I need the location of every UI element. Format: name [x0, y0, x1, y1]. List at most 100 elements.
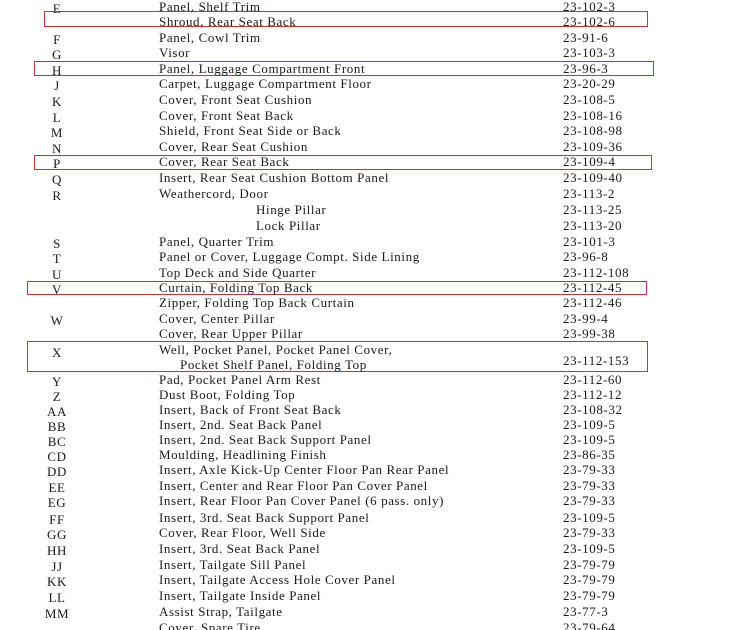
row-description: Insert, Back of Front Seat Back [159, 403, 342, 417]
row-key: JJ [37, 560, 77, 574]
row-description: Insert, 2nd. Seat Back Support Panel [159, 433, 372, 447]
part-number: 23-109-5 [563, 511, 615, 525]
row-key: Z [37, 390, 77, 404]
row-key: GG [37, 528, 77, 542]
row-key: N [37, 142, 77, 156]
row-key: Y [37, 375, 77, 389]
row-description: Insert, Tailgate Inside Panel [159, 589, 321, 603]
row-description: Insert, Tailgate Access Hole Cover Panel [159, 573, 396, 587]
row-description: Insert, Tailgate Sill Panel [159, 558, 306, 572]
row-description: Pocket Shelf Panel, Folding Top [180, 358, 367, 372]
part-number: 23-112-12 [563, 388, 622, 402]
part-number: 23-109-4 [563, 155, 615, 169]
part-number: 23-79-79 [563, 558, 615, 572]
row-key: Q [37, 173, 77, 187]
part-number: 23-109-5 [563, 542, 615, 556]
row-description: Panel or Cover, Luggage Compt. Side Lini… [159, 250, 420, 264]
row-description: Cover, Rear Seat Back [159, 155, 289, 169]
part-number: 23-108-32 [563, 403, 623, 417]
part-number: 23-113-25 [563, 203, 622, 217]
part-number: 23-96-8 [563, 250, 608, 264]
row-key: BC [37, 435, 77, 449]
row-description: Dust Boot, Folding Top [159, 388, 295, 402]
part-number: 23-79-33 [563, 494, 615, 508]
row-key: S [37, 237, 77, 251]
part-number: 23-112-60 [563, 373, 622, 387]
row-description: Panel, Luggage Compartment Front [159, 62, 365, 76]
part-number: 23-108-98 [563, 124, 623, 138]
part-number: 23-108-5 [563, 93, 615, 107]
row-description: Cover, Front Seat Cushion [159, 93, 312, 107]
part-number: 23-99-4 [563, 312, 608, 326]
row-key: V [37, 283, 77, 297]
row-description: Insert, 3rd. Seat Back Support Panel [159, 511, 369, 525]
part-number: 23-113-20 [563, 219, 622, 233]
part-number: 23-91-6 [563, 31, 608, 45]
row-key: DD [37, 465, 77, 479]
row-description: Shield, Front Seat Side or Back [159, 124, 342, 138]
row-key: EG [37, 496, 77, 510]
row-key: J [37, 79, 77, 93]
row-description: Cover, Center Pillar [159, 312, 275, 326]
part-number: 23-102-6 [563, 15, 615, 29]
part-number: 23-112-108 [563, 266, 629, 280]
row-key: AA [37, 405, 77, 419]
row-description: Cover, Front Seat Back [159, 109, 294, 123]
part-number: 23-112-153 [563, 354, 629, 368]
row-description: Carpet, Luggage Compartment Floor [159, 77, 372, 91]
part-number: 23-109-40 [563, 171, 623, 185]
part-number: 23-108-16 [563, 109, 623, 123]
row-key: EE [37, 481, 77, 495]
row-key: G [37, 48, 77, 62]
row-description: Insert, Rear Seat Cushion Bottom Panel [159, 171, 389, 185]
row-description: Insert, Rear Floor Pan Cover Panel (6 pa… [159, 494, 444, 508]
row-description: Insert, 2nd. Seat Back Panel [159, 418, 322, 432]
row-description: Lock Pillar [256, 219, 321, 233]
part-number: 23-109-36 [563, 140, 623, 154]
row-key: K [37, 95, 77, 109]
part-number: 23-79-79 [563, 573, 615, 587]
part-number: 23-79-64 [563, 621, 615, 630]
row-description: Assist Strap, Tailgate [159, 605, 283, 619]
row-key: X [37, 346, 77, 360]
part-number: 23-112-45 [563, 281, 622, 295]
part-number: 23-79-33 [563, 479, 615, 493]
row-key: F [37, 33, 77, 47]
row-key: LL [37, 591, 77, 605]
row-description: Zipper, Folding Top Back Curtain [159, 296, 355, 310]
row-description: Visor [159, 46, 190, 60]
part-number: 23-79-33 [563, 463, 615, 477]
part-number: 23-77-3 [563, 605, 608, 619]
row-description: Cover, Rear Floor, Well Side [159, 526, 326, 540]
highlight-box [27, 281, 647, 295]
highlight-box [44, 11, 648, 27]
row-description: Shroud, Rear Seat Back [159, 15, 296, 29]
row-key: MM [37, 607, 77, 621]
highlight-box [34, 155, 652, 170]
row-key: H [37, 64, 77, 78]
row-description: Insert, Axle Kick-Up Center Floor Pan Re… [159, 463, 449, 477]
row-description: Cover, Rear Seat Cushion [159, 140, 308, 154]
part-number: 23-103-3 [563, 46, 615, 60]
row-key: W [37, 314, 77, 328]
part-number: 23-79-79 [563, 589, 615, 603]
row-key: FF [37, 513, 77, 527]
row-description: Moulding, Headlining Finish [159, 448, 327, 462]
row-description: Curtain, Folding Top Back [159, 281, 313, 295]
row-description: Panel, Quarter Trim [159, 235, 274, 249]
part-number: 23-86-35 [563, 448, 615, 462]
part-number: 23-113-2 [563, 187, 615, 201]
row-key: P [37, 157, 77, 171]
row-description: Cover, Spare Tire [159, 621, 261, 630]
row-key: M [37, 126, 77, 140]
row-description: Well, Pocket Panel, Pocket Panel Cover, [159, 343, 392, 357]
row-description: Insert, Center and Rear Floor Pan Cover … [159, 479, 428, 493]
part-number: 23-99-38 [563, 327, 615, 341]
row-description: Weathercord, Door [159, 187, 269, 201]
row-key: HH [37, 544, 77, 558]
row-description: Top Deck and Side Quarter [159, 266, 316, 280]
row-description: Panel, Cowl Trim [159, 31, 261, 45]
row-description: Hinge Pillar [256, 203, 326, 217]
part-number: 23-96-3 [563, 62, 608, 76]
